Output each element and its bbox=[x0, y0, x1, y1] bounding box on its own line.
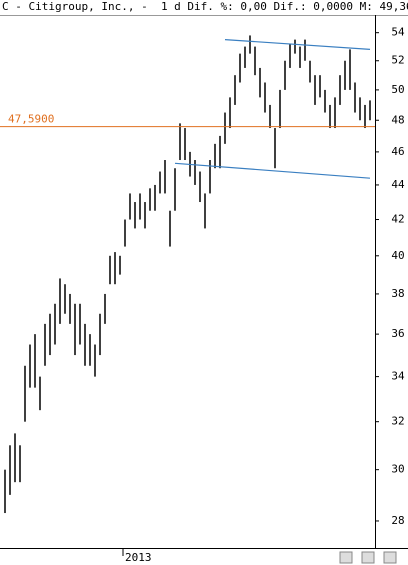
trend-line bbox=[224, 39, 371, 50]
y-tick-label: 44 bbox=[391, 178, 405, 191]
y-tick-label: 28 bbox=[391, 514, 404, 527]
y-tick-label: 40 bbox=[391, 249, 404, 262]
toolbar-icon[interactable] bbox=[383, 551, 397, 564]
toolbar-icon[interactable] bbox=[361, 551, 375, 564]
y-tick-label: 46 bbox=[391, 145, 404, 158]
toolbar-icon[interactable] bbox=[339, 551, 353, 564]
x-tick-label: 2013 bbox=[125, 551, 152, 564]
y-tick-label: 32 bbox=[391, 415, 404, 428]
trend-line bbox=[174, 162, 371, 179]
y-tick-label: 38 bbox=[391, 287, 404, 300]
y-tick-label: 48 bbox=[391, 113, 404, 126]
chart-title: C - Citigroup, Inc., - 1 d Dif. %: 0,00 … bbox=[2, 0, 408, 13]
y-tick-label: 30 bbox=[391, 463, 404, 476]
y-tick-label: 34 bbox=[391, 370, 405, 383]
y-tick-label: 52 bbox=[391, 54, 404, 67]
horizontal-line-label: 47,5900 bbox=[8, 113, 54, 126]
y-tick-label: 50 bbox=[391, 83, 404, 96]
y-tick-label: 36 bbox=[391, 327, 404, 340]
y-tick-label: 54 bbox=[391, 26, 405, 39]
y-tick-label: 42 bbox=[391, 213, 404, 226]
